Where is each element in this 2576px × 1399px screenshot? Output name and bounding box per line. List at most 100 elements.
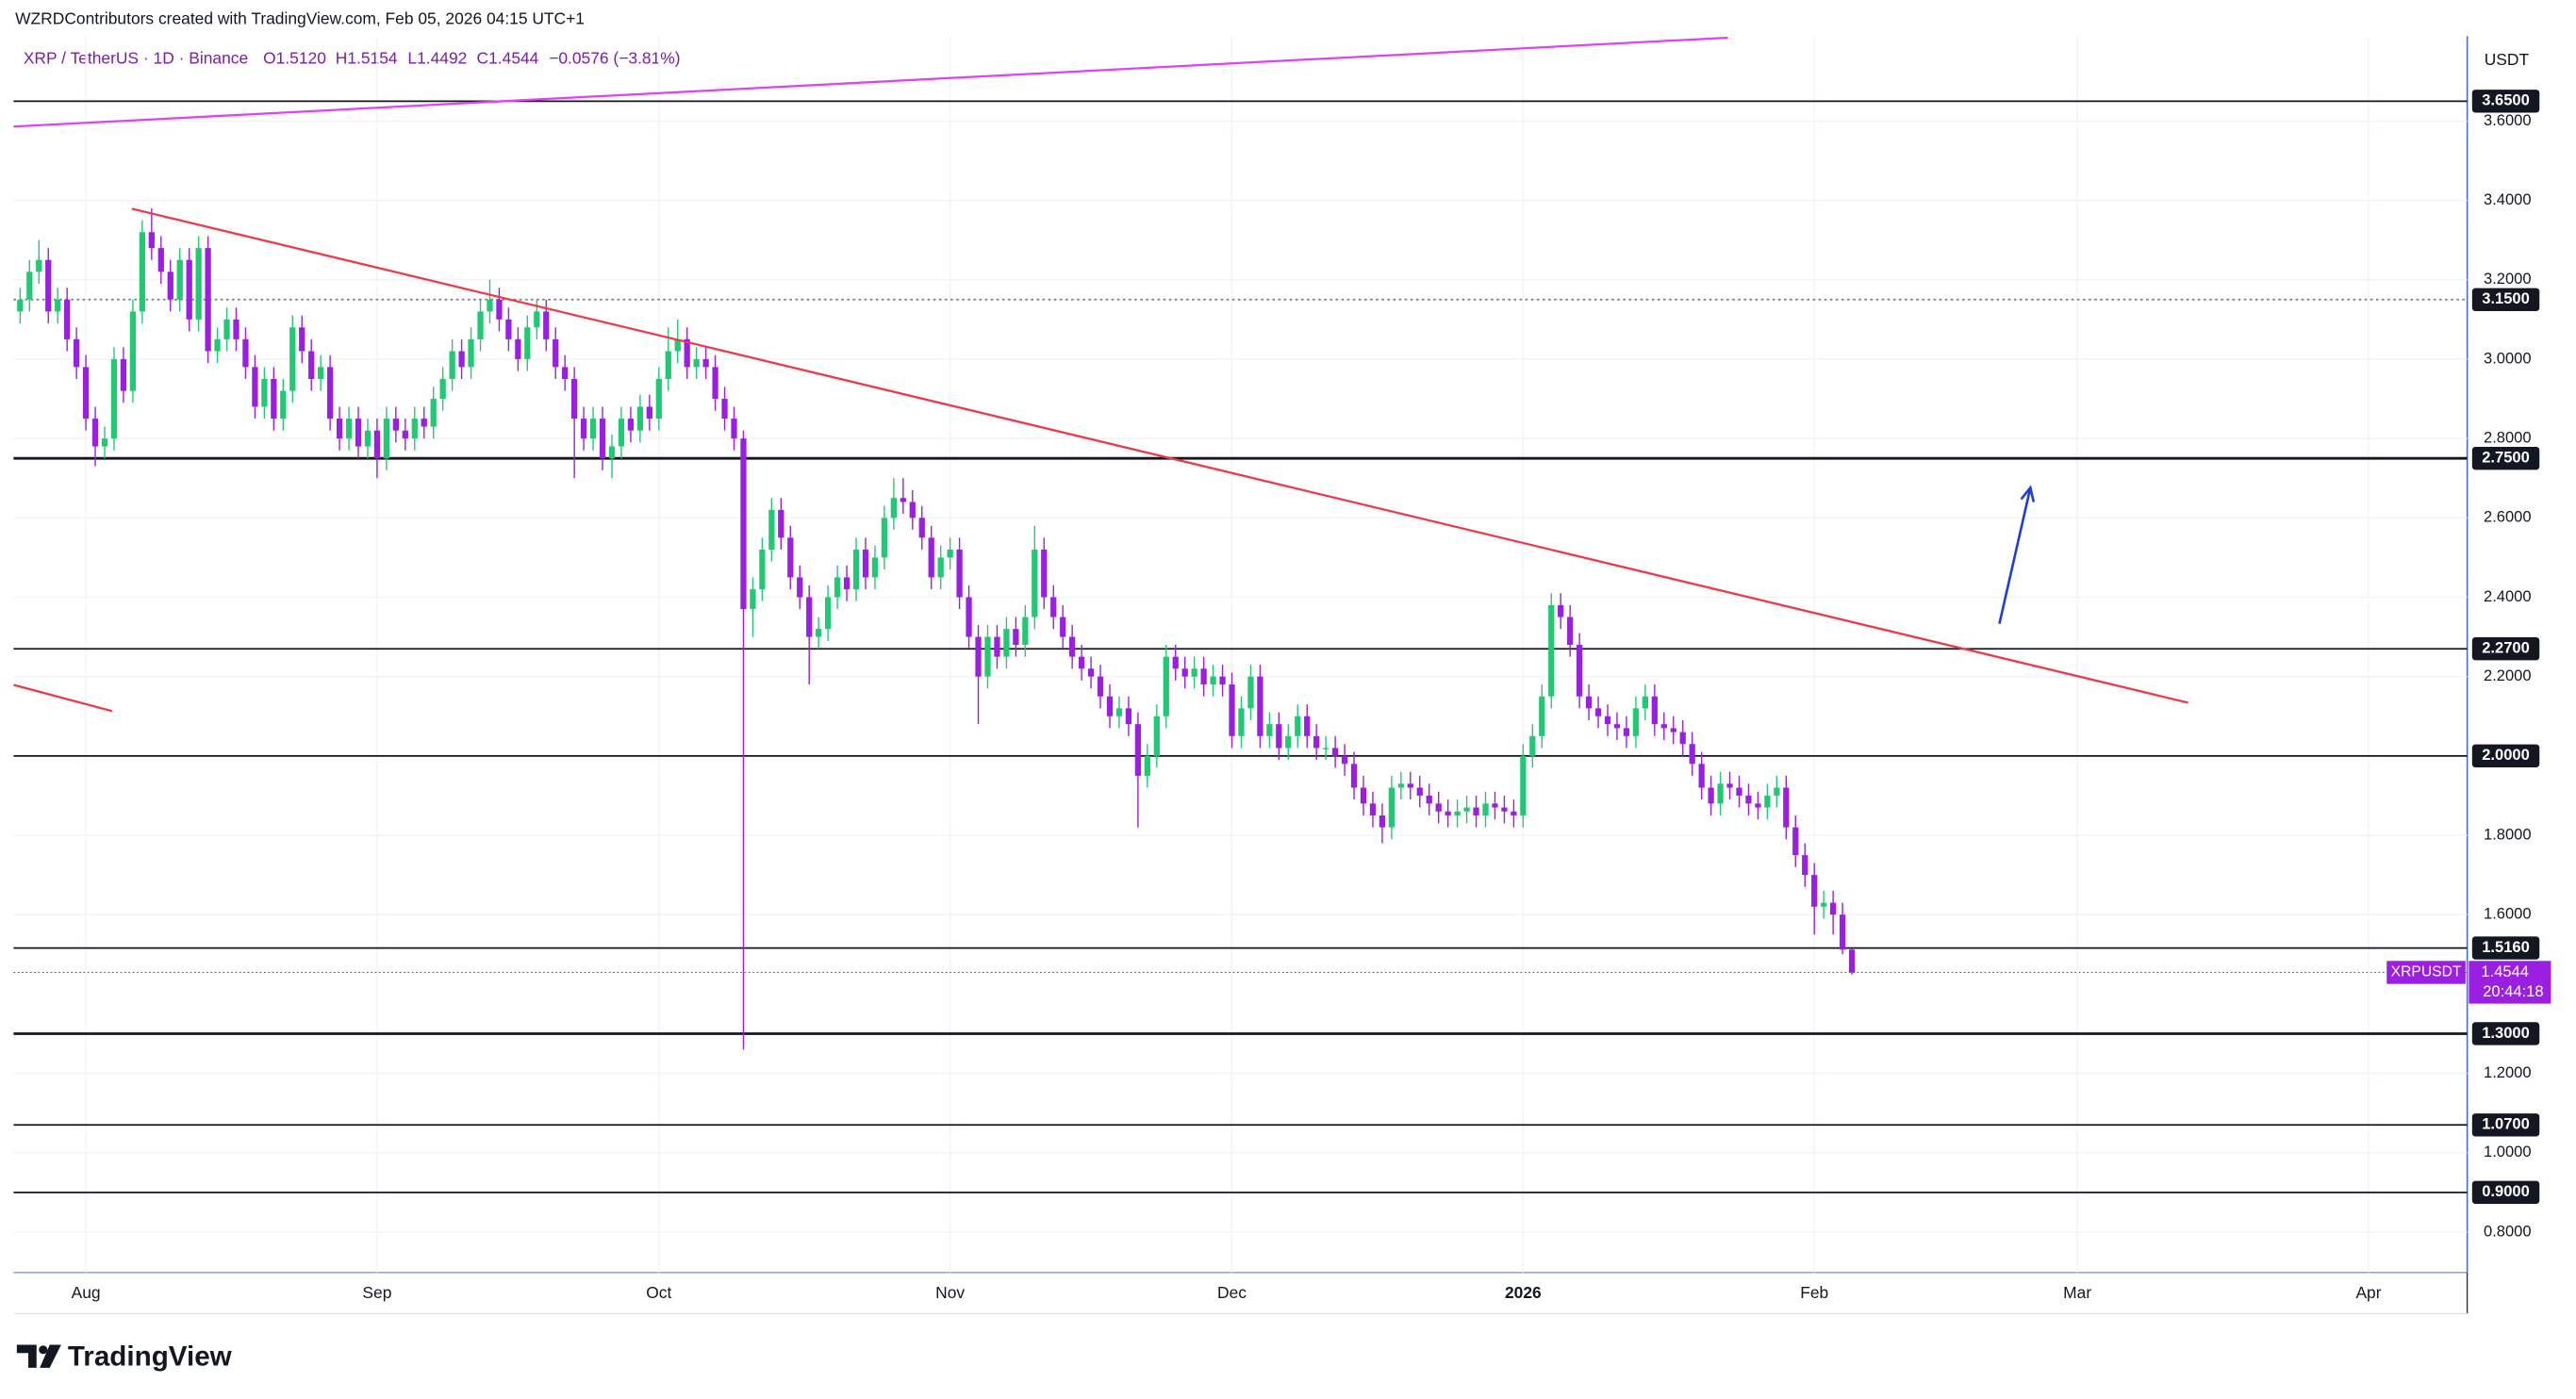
current-price-box [2469,961,2551,1004]
candle-body [1144,755,1150,776]
candle-body [1642,696,1649,709]
candle-body [205,248,211,352]
candle-body [176,259,183,300]
candle-body [1726,783,1733,788]
candle-body [1069,636,1076,657]
candle-body [271,378,277,420]
candle-body [233,319,239,339]
candle-body [1585,696,1593,709]
candle-body [928,537,934,578]
candle-body [148,232,155,249]
legend: XRP / TetherUS · 1D · Binance O1.5120 H1… [24,48,681,67]
trend-line [131,207,2188,704]
candle-body [110,358,118,439]
y-tick-label: 2.8000 [2484,428,2532,446]
candle-body [1341,755,1348,765]
level-label-box [2471,446,2540,470]
candle-body [411,419,418,439]
candle-body [1003,629,1010,657]
candle-body [1285,735,1292,749]
legend-symbol: XRP / TetherUS · 1D · Binance [24,48,248,67]
candle-body [1397,783,1404,788]
candle-body [289,327,296,391]
candle-body [223,319,230,339]
candle-body [1802,855,1808,876]
candle-body [881,518,888,558]
brand: TradingView [68,1341,233,1372]
candle-body [655,378,662,420]
candle-body [1210,676,1216,685]
candle-body [787,537,794,578]
candle-body [91,419,99,447]
candle-body [195,248,202,320]
candle-body [1613,724,1621,729]
candle-body [553,338,559,368]
candle-body [947,549,953,558]
candle-body [26,272,33,300]
candle-body [1134,724,1142,776]
candle-body [580,419,587,439]
candle-body [214,338,221,352]
candle-body [627,419,635,431]
candle-body [824,597,832,630]
y-tick-label: 1.0000 [2484,1143,2532,1160]
candle-body [326,367,334,420]
candle-body [1379,815,1386,828]
candle-body [721,399,728,420]
level-label: 3.1500 [2482,289,2530,307]
candle-body [956,549,963,598]
candle-body [421,419,427,427]
level-label: 3.6500 [2482,91,2530,109]
candle-body [1181,668,1188,677]
candle-body [167,272,173,300]
candle-body [487,299,493,312]
candle-body [524,327,531,359]
candle-body [1829,902,1837,915]
candle-body [909,502,916,518]
candle-body [1200,668,1207,685]
candle-body [1106,696,1114,716]
level-label-box [2471,288,2540,311]
level-label: 2.0000 [2482,746,2530,764]
candle-body [1492,803,1498,808]
candle-body [806,597,813,637]
candle-body [364,430,372,447]
y-tick-label: 2.6000 [2484,508,2532,526]
candle-body [1660,724,1667,729]
candle-body [608,446,616,459]
candle-body [1219,676,1226,685]
logo-mark [16,1344,37,1368]
plot [13,36,2468,1273]
candle-body [1331,748,1339,756]
candle-body [439,378,446,400]
candle-body [45,259,52,312]
candle-body [843,577,850,590]
candle-body [816,629,822,637]
candle-body [449,351,455,379]
candle-body [1087,668,1095,677]
candle-body [797,577,803,598]
level-label-box [2471,1113,2540,1137]
candle-body [1172,656,1179,669]
candle-body [562,367,569,379]
current-price-name-box [2386,961,2466,984]
candle-body [1632,708,1640,736]
candle-body [101,438,108,447]
level-label: 1.3000 [2482,1024,2530,1042]
candle-body [515,338,521,359]
candle-body [64,299,71,339]
candle-body [1745,795,1752,804]
candle-body [157,248,164,272]
candle-body [458,351,465,368]
candle-body [430,399,437,427]
candle-body [186,259,192,320]
x-tick-label: Sep [362,1283,391,1302]
candle-body [1407,783,1413,788]
candle-body [646,406,652,420]
candle-body [702,358,709,368]
candle-body [336,419,343,439]
candle-body [129,311,137,391]
candle-body [1848,949,1856,973]
candle-body [759,549,766,590]
